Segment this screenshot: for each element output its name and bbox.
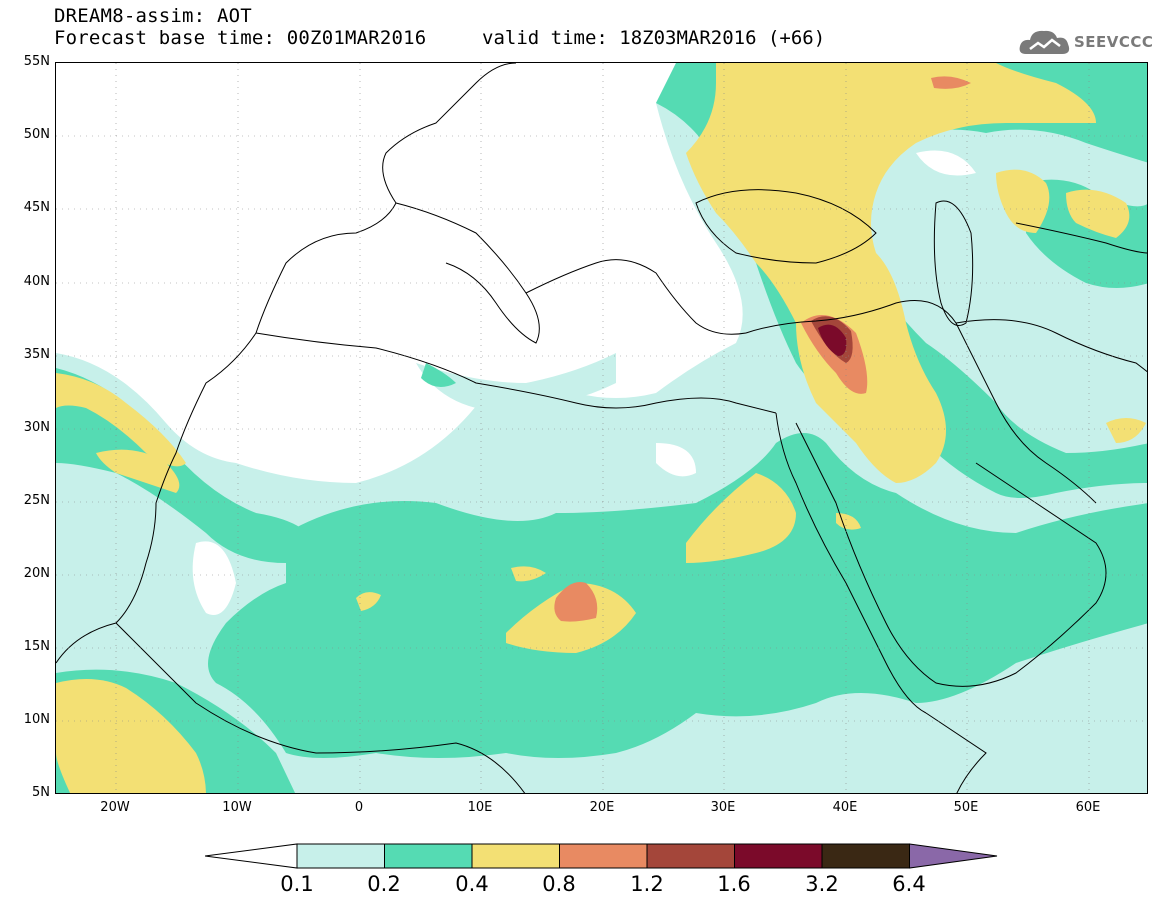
colorbar-bin-0 [296,843,385,869]
colorbar-bin-3 [559,843,648,869]
lat-label-40n: 40N [23,274,50,289]
lat-label-25n: 25N [23,493,50,508]
colorbar-label-0.2: 0.2 [367,872,401,896]
colorbar-bin-5 [734,843,823,869]
lat-label-55n: 55N [23,54,50,69]
colorbar-label-1.2: 1.2 [630,872,664,896]
forecast-base-time: Forecast base time: 00Z01MAR2016 [54,27,427,49]
lon-label-40e: 40E [832,800,858,815]
lat-label-35n: 35N [23,347,50,362]
colorbar-label-6.4: 6.4 [892,872,926,896]
colorbar [205,843,998,869]
colorbar-under-triangle [205,843,298,869]
colorbar-bin-4 [646,843,735,869]
logo-text: SEEVCCC [1074,33,1154,51]
lon-label-20e: 20E [589,800,615,815]
lat-label-20n: 20N [23,566,50,581]
colorbar-label-0.1: 0.1 [280,872,314,896]
colorbar-label-1.6: 1.6 [717,872,751,896]
lat-label-15n: 15N [23,639,50,654]
colorbar-label-0.8: 0.8 [542,872,576,896]
seevccc-logo: SEEVCCC [1018,24,1158,58]
colorbar-bin-1 [384,843,473,869]
aot-level-1.6 [818,324,847,356]
colorbar-label-0.4: 0.4 [455,872,489,896]
lat-label-50n: 50N [23,127,50,142]
coastlines [56,63,1147,793]
colorbar-bin-2 [471,843,560,869]
lat-label-10n: 10N [23,712,50,727]
lon-label-30e: 30E [710,800,736,815]
cloud-icon [1019,30,1070,54]
lon-label-0: 0 [354,800,364,815]
colorbar-bin-6 [821,843,910,869]
map-title: DREAM8-assim: AOT [54,5,252,27]
graticule [56,63,1147,793]
aot-map [56,63,1147,793]
colorbar-label-3.2: 3.2 [805,872,839,896]
lat-label-30n: 30N [23,420,50,435]
lon-label-10w: 10W [222,800,252,815]
map-panel [55,62,1148,794]
colorbar-over-triangle [909,843,998,869]
lon-label-60e: 60E [1075,800,1101,815]
lon-label-20w: 20W [100,800,130,815]
lon-label-50e: 50E [953,800,979,815]
valid-time: valid time: 18Z03MAR2016 (+66) [482,27,826,49]
lon-label-10e: 10E [467,800,493,815]
lat-label-5n: 5N [32,785,50,800]
lat-label-45n: 45N [23,200,50,215]
